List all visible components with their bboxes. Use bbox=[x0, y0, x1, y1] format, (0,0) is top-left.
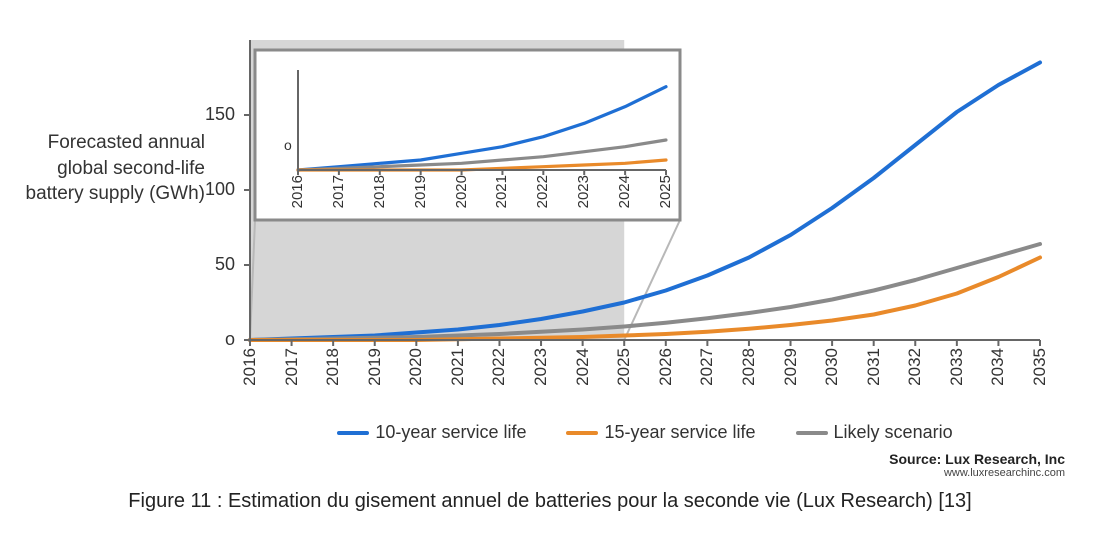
x-tick-label: 2030 bbox=[822, 348, 842, 386]
figure-root: Forecasted annual global second-life bat… bbox=[0, 0, 1100, 540]
legend: 10-year service life 15-year service lif… bbox=[250, 422, 1040, 443]
x-tick-label: 2021 bbox=[448, 348, 468, 386]
figure-caption: Figure 11 : Estimation du gisement annue… bbox=[0, 490, 1100, 513]
x-tick-label: 2031 bbox=[864, 348, 884, 386]
legend-label-15yr: 15-year service life bbox=[604, 422, 755, 443]
inset-x-tick-label: 2019 bbox=[412, 175, 430, 208]
inset-x-tick-label: 2023 bbox=[575, 175, 593, 208]
inset-x-tick-label: 2022 bbox=[534, 175, 552, 208]
legend-swatch-likely bbox=[796, 431, 828, 435]
x-tick-label: 2025 bbox=[614, 348, 634, 386]
source-line2: www.luxresearchinc.com bbox=[889, 467, 1065, 479]
legend-label-likely: Likely scenario bbox=[834, 422, 953, 443]
legend-swatch-15yr bbox=[566, 431, 598, 435]
legend-item-10yr: 10-year service life bbox=[337, 422, 526, 443]
x-tick-label: 2020 bbox=[406, 348, 426, 386]
x-tick-label: 2016 bbox=[240, 348, 260, 386]
x-tick-label: 2033 bbox=[947, 348, 967, 386]
source-line1: Source: Lux Research, Inc bbox=[889, 452, 1065, 467]
inset-x-tick-label: 2017 bbox=[330, 175, 348, 208]
y-tick-label: 150 bbox=[195, 104, 235, 125]
x-tick-label: 2017 bbox=[282, 348, 302, 386]
x-tick-label: 2027 bbox=[697, 348, 717, 386]
y-tick-label: 100 bbox=[195, 179, 235, 200]
x-tick-label: 2028 bbox=[739, 348, 759, 386]
x-tick-label: 2023 bbox=[531, 348, 551, 386]
legend-label-10yr: 10-year service life bbox=[375, 422, 526, 443]
x-tick-label: 2029 bbox=[781, 348, 801, 386]
x-tick-label: 2018 bbox=[323, 348, 343, 386]
legend-item-15yr: 15-year service life bbox=[566, 422, 755, 443]
inset-x-tick-label: 2020 bbox=[453, 175, 471, 208]
svg-text:o: o bbox=[284, 137, 292, 153]
inset-x-tick-label: 2025 bbox=[657, 175, 675, 208]
source-credit: Source: Lux Research, Inc www.luxresearc… bbox=[889, 452, 1065, 479]
inset-x-tick-label: 2018 bbox=[371, 175, 389, 208]
inset-x-tick-label: 2021 bbox=[493, 175, 511, 208]
legend-item-likely: Likely scenario bbox=[796, 422, 953, 443]
x-tick-label: 2022 bbox=[489, 348, 509, 386]
x-tick-label: 2019 bbox=[365, 348, 385, 386]
x-tick-label: 2034 bbox=[988, 348, 1008, 386]
y-tick-label: o bbox=[195, 329, 235, 350]
legend-swatch-10yr bbox=[337, 431, 369, 435]
y-tick-label: 50 bbox=[195, 254, 235, 275]
x-tick-label: 2026 bbox=[656, 348, 676, 386]
inset-x-tick-label: 2016 bbox=[289, 175, 307, 208]
x-tick-label: 2035 bbox=[1030, 348, 1050, 386]
x-tick-label: 2032 bbox=[905, 348, 925, 386]
x-tick-label: 2024 bbox=[573, 348, 593, 386]
inset-x-tick-label: 2024 bbox=[616, 175, 634, 208]
